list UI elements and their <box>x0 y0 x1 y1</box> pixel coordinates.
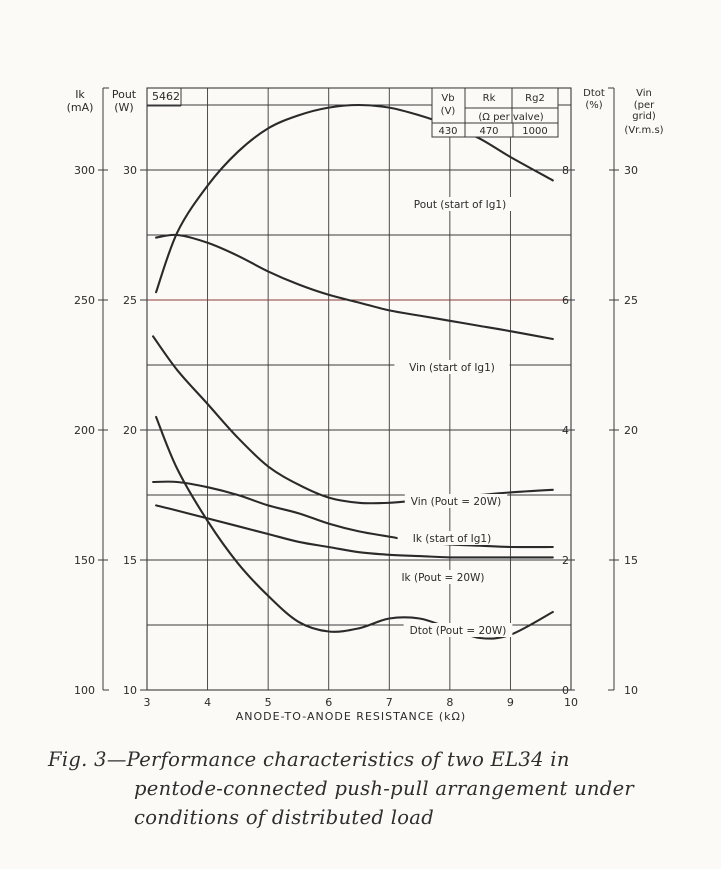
ik-tick-label: 200 <box>74 424 95 437</box>
vin-axis-title: Vin <box>636 88 652 99</box>
label-ik-20w-bg <box>395 570 491 584</box>
label-ik-20w: Ik (Pout = 20W) <box>401 572 484 584</box>
x-axis-title: ANODE-TO-ANODE RESISTANCE (kΩ) <box>236 710 466 723</box>
label-ik-start-bg <box>397 531 507 545</box>
table-header-rg2: Rg2 <box>525 93 545 104</box>
x-tick-label: 7 <box>386 696 393 709</box>
plot-frame <box>146 87 572 691</box>
vin-tick-label: 10 <box>624 684 638 697</box>
x-tick-label: 10 <box>564 696 578 709</box>
vin-tick-label: 15 <box>624 554 638 567</box>
table-frame <box>431 87 559 138</box>
dtot-axis-unit: (%) <box>585 100 602 111</box>
x-tick-label: 3 <box>144 696 151 709</box>
pout-curve <box>155 103 554 294</box>
vin-axis-unit-3: (Vr.m.s) <box>624 125 663 136</box>
table-value-rk: 470 <box>479 126 498 137</box>
dtot-tick-label: 4 <box>562 424 569 437</box>
label-vin-20w: Vin (Pout = 20W) <box>411 496 501 508</box>
dtot-tick-label: 0 <box>562 684 569 697</box>
label-vin-start-bg <box>394 360 510 374</box>
ik-tick-label: 300 <box>74 164 95 177</box>
caption-line-3: conditions of distributed load <box>134 806 434 829</box>
dtot-tick-label: 6 <box>562 294 569 307</box>
pout-tick-label: 30 <box>123 164 137 177</box>
vin-tick-label: 30 <box>624 164 638 177</box>
dtot-tick-label: 8 <box>562 164 569 177</box>
caption-line-2: pentode-connected push-pull arrangement … <box>134 777 635 800</box>
label-dtot: Dtot (Pout = 20W) <box>410 625 507 637</box>
pout-tick-label: 20 <box>123 424 137 437</box>
label-ik-start: Ik (start of Ig1) <box>413 533 491 545</box>
vin-axis-unit-2: grid) <box>632 111 656 122</box>
label-dtot-bg <box>403 623 513 637</box>
ik-tick-label: 100 <box>74 684 95 697</box>
dtot-axis-title: Dtot <box>583 88 605 99</box>
label-pout-bg <box>399 197 521 211</box>
dtot-curve <box>155 415 554 640</box>
vin-tick-label: 25 <box>624 294 638 307</box>
label-pout: Pout (start of Ig1) <box>414 199 506 211</box>
ik-axis-title: Ik <box>75 88 85 101</box>
caption-line-1: Fig. 3—Performance characteristics of tw… <box>48 748 570 771</box>
chart-axes: 3 4 5 6 7 8 9 10 ANODE-TO-ANODE RESISTANCE (kΩ) 1… <box>67 87 664 723</box>
ik-start-curve <box>152 480 554 549</box>
table-unit-rk: (Ω per valve) <box>478 112 543 123</box>
table-value-vb: 430 <box>438 126 457 137</box>
label-vin-start: Vin (start of Ig1) <box>409 362 495 374</box>
pout-axis-unit: (W) <box>114 101 133 114</box>
x-tick-label: 6 <box>325 696 332 709</box>
x-tick-label: 9 <box>507 696 514 709</box>
ik-tick-label: 250 <box>74 294 95 307</box>
dtot-tick-label: 2 <box>562 554 569 567</box>
pout-tick-label: 10 <box>123 684 137 697</box>
chart-curves <box>152 103 554 640</box>
ik-20w-curve <box>155 504 554 559</box>
pout-tick-label: 15 <box>123 554 137 567</box>
table-value-rg2: 1000 <box>522 126 547 137</box>
vin-tick-label: 20 <box>624 424 638 437</box>
table-unit-vb: (V) <box>441 106 456 117</box>
label-vin-20w-bg <box>404 494 508 508</box>
pout-tick-label: 25 <box>123 294 137 307</box>
table-header-vb: Vb <box>441 93 454 104</box>
vin-axis-unit: (per <box>634 100 655 111</box>
figure-caption: Fig. 3—Performance characteristics of tw… <box>48 745 698 832</box>
ik-tick-label: 150 <box>74 554 95 567</box>
x-tick-label: 8 <box>446 696 453 709</box>
ik-axis-unit: (mA) <box>67 101 94 114</box>
table-header-rk: Rk <box>483 93 496 104</box>
vin-start-curve <box>155 233 554 341</box>
chart-grid <box>146 87 572 691</box>
performance-chart: 3 4 5 6 7 8 9 10 ANODE-TO-ANODE RESISTANCE (kΩ) 1… <box>67 87 664 723</box>
chart-labels: Pout (start of Ig1) Vin (start of Ig1) Vin… <box>394 197 521 637</box>
conditions-table: Vb (V) Rk Rg2 (Ω per valve) 430 470 1000 <box>431 87 559 138</box>
figure-code: 5462 <box>152 90 180 103</box>
pout-axis-title: Pout <box>112 88 137 101</box>
x-tick-label: 4 <box>204 696 211 709</box>
x-tick-label: 5 <box>265 696 272 709</box>
